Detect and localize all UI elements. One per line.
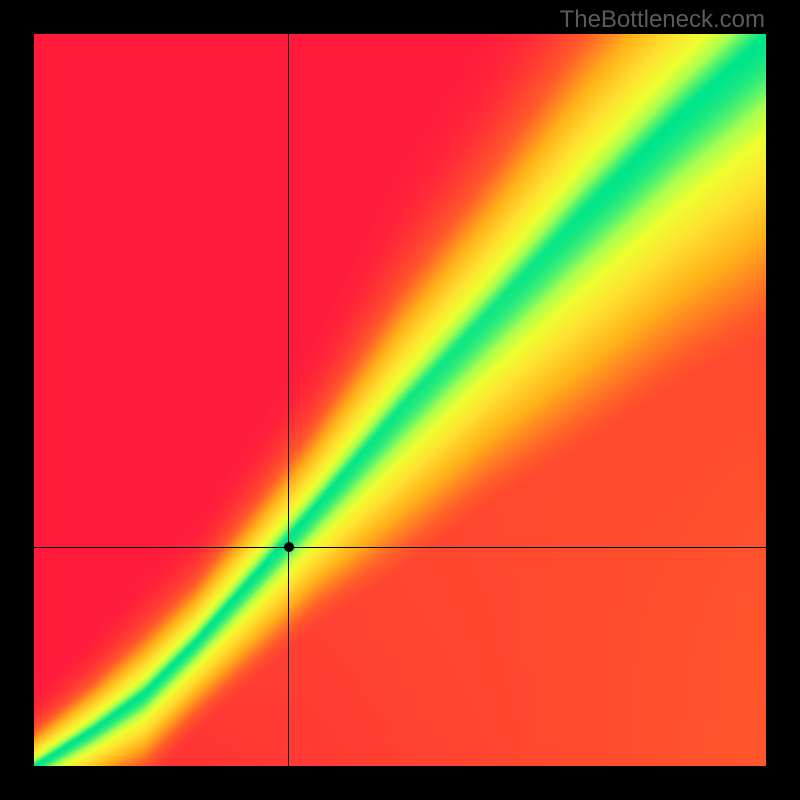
crosshair-horizontal (34, 547, 766, 548)
watermark-text: TheBottleneck.com (560, 6, 765, 34)
crosshair-vertical (288, 34, 289, 766)
bottleneck-heatmap (34, 34, 766, 766)
crosshair-marker (284, 542, 294, 552)
